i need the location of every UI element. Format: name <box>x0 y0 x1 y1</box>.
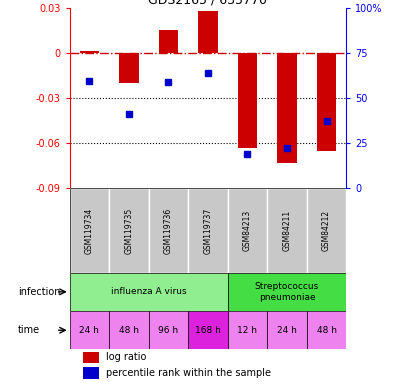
Bar <box>109 311 149 349</box>
Text: 24 h: 24 h <box>80 326 100 335</box>
Bar <box>84 367 99 379</box>
Bar <box>149 188 188 273</box>
Text: GSM119736: GSM119736 <box>164 207 173 253</box>
Title: GDS2165 / 635770: GDS2165 / 635770 <box>148 0 267 7</box>
Bar <box>84 352 99 363</box>
Text: 96 h: 96 h <box>158 326 178 335</box>
Text: log ratio: log ratio <box>105 353 146 362</box>
Text: GSM119737: GSM119737 <box>203 207 213 253</box>
Bar <box>70 188 109 273</box>
Text: percentile rank within the sample: percentile rank within the sample <box>105 368 271 378</box>
Bar <box>228 311 267 349</box>
Bar <box>228 188 267 273</box>
Bar <box>228 273 346 311</box>
Text: GSM84213: GSM84213 <box>243 210 252 251</box>
Bar <box>198 11 218 53</box>
Bar <box>307 311 346 349</box>
Bar <box>307 188 346 273</box>
Bar <box>238 53 258 147</box>
Text: GSM119734: GSM119734 <box>85 207 94 253</box>
Bar <box>149 311 188 349</box>
Bar <box>119 53 139 83</box>
Bar <box>277 53 297 162</box>
Bar <box>80 51 99 53</box>
Text: GSM84212: GSM84212 <box>322 210 331 251</box>
Bar <box>70 311 109 349</box>
Bar <box>158 30 178 53</box>
Text: time: time <box>18 325 40 335</box>
Bar <box>109 188 149 273</box>
Text: GSM119735: GSM119735 <box>125 207 133 253</box>
Bar <box>188 188 228 273</box>
Text: 24 h: 24 h <box>277 326 297 335</box>
Text: infection: infection <box>18 287 60 297</box>
Text: GSM84211: GSM84211 <box>283 210 291 251</box>
Text: 48 h: 48 h <box>316 326 336 335</box>
Bar <box>317 53 336 151</box>
Bar <box>267 311 307 349</box>
Text: 48 h: 48 h <box>119 326 139 335</box>
Text: 12 h: 12 h <box>238 326 258 335</box>
Text: Streptococcus
pneumoniae: Streptococcus pneumoniae <box>255 282 319 301</box>
Bar <box>70 273 228 311</box>
Text: 168 h: 168 h <box>195 326 221 335</box>
Bar <box>188 311 228 349</box>
Text: influenza A virus: influenza A virus <box>111 287 187 296</box>
Bar <box>267 188 307 273</box>
